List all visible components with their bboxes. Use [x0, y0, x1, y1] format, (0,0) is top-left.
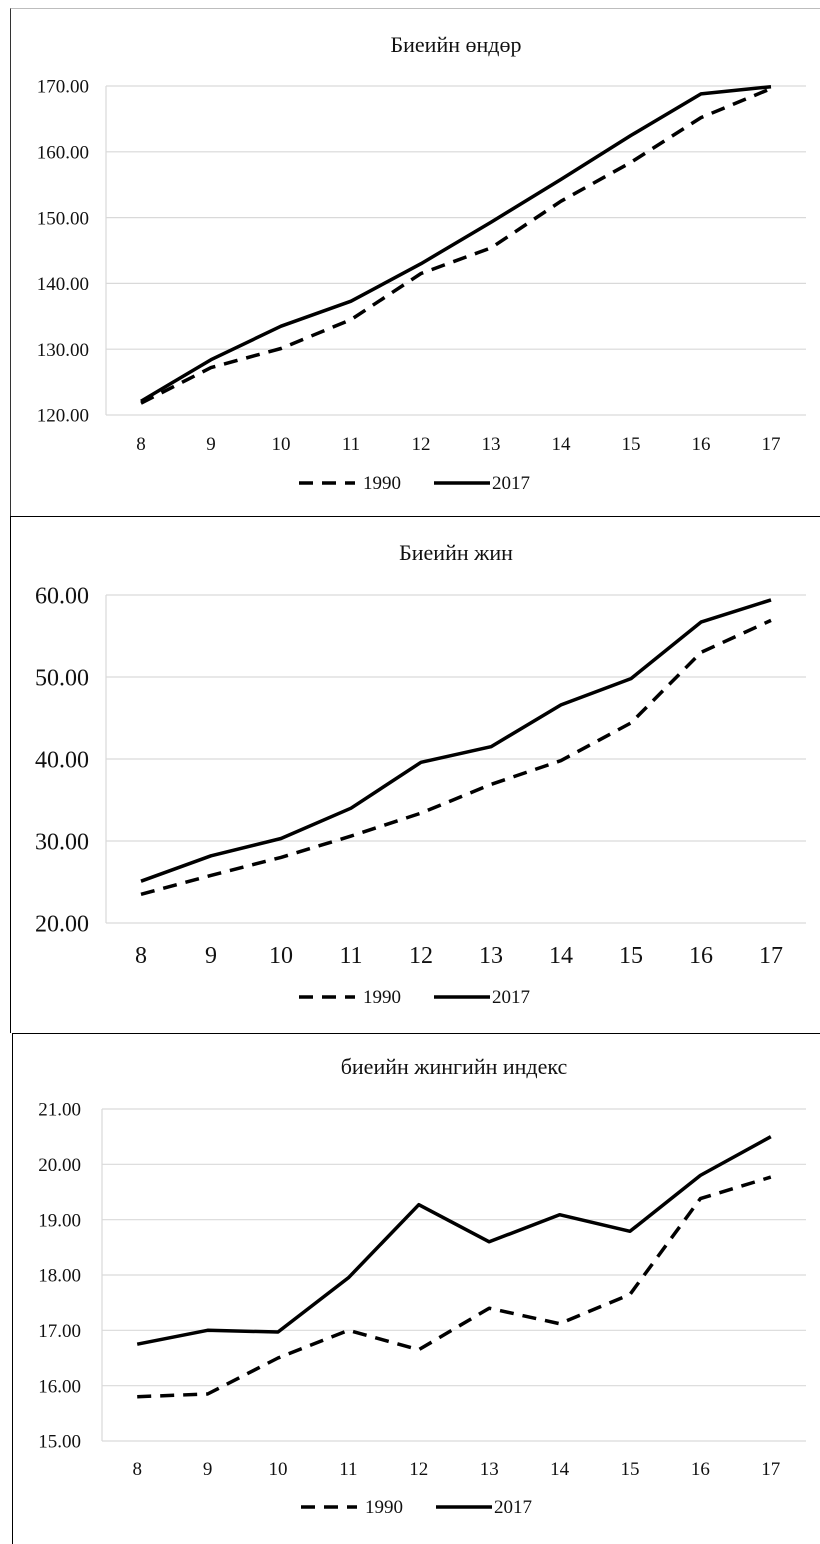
x-tick-label: 14 — [552, 434, 572, 455]
x-tick-label: 16 — [692, 434, 711, 455]
series-line-2017 — [140, 84, 772, 403]
x-tick-label: 9 — [203, 1459, 213, 1480]
y-tick-label: 18.00 — [38, 1266, 81, 1287]
y-tick-label: 120.00 — [37, 406, 89, 427]
x-tick-label: 10 — [272, 434, 291, 455]
x-tick-label: 9 — [206, 434, 216, 455]
x-tick-label: 15 — [621, 1459, 640, 1480]
chart-title: биеийн жингийн индекс — [341, 1054, 568, 1079]
y-tick-label: 170.00 — [37, 77, 89, 98]
y-tick-label: 130.00 — [37, 340, 89, 361]
chart-svg: Биеийн жин 20.00 30.00 40.00 50.00 60.00 8 9 10 1… — [35, 540, 806, 1008]
legend-label-1990: 1990 — [365, 1497, 403, 1518]
x-tick-label: 12 — [409, 943, 433, 969]
y-tick-label: 160.00 — [37, 142, 89, 163]
x-tick-label: 8 — [135, 943, 147, 969]
x-tick-label: 9 — [205, 943, 217, 969]
y-tick-label: 50.00 — [35, 665, 89, 691]
y-tick-label: 140.00 — [37, 274, 89, 295]
x-tick-label: 15 — [622, 434, 641, 455]
x-tick-label: 13 — [482, 434, 501, 455]
x-tick-label: 13 — [479, 943, 503, 969]
chart-title: Биеийн өндөр — [391, 32, 522, 57]
y-tick-label: 21.00 — [38, 1100, 81, 1121]
chart-svg: биеийн жингийн индекс 15.00 16.00 17.00 18.0… — [38, 1054, 806, 1518]
weight-chart-panel: Биеийн жин 20.00 30.00 40.00 50.00 60.00 8 9 10 1… — [10, 516, 820, 1033]
x-tick-label: 8 — [132, 1459, 142, 1480]
chart-title: Биеийн жин — [399, 540, 513, 565]
x-tick-label: 12 — [409, 1459, 428, 1480]
bmi-chart-panel: биеийн жингийн индекс 15.00 16.00 17.00 18.0… — [12, 1033, 820, 1544]
y-tick-label: 16.00 — [38, 1376, 81, 1397]
y-tick-label: 20.00 — [38, 1155, 81, 1176]
series-line-2017 — [136, 1135, 772, 1346]
x-tick-label: 10 — [269, 1459, 288, 1480]
x-tick-label: 16 — [689, 943, 713, 969]
series-line-1990 — [140, 86, 772, 405]
y-tick-label: 150.00 — [37, 208, 89, 229]
series-line-1990 — [137, 1175, 772, 1399]
x-tick-label: 15 — [619, 943, 643, 969]
x-tick-label: 8 — [136, 434, 146, 455]
legend-label-2017: 2017 — [494, 1497, 532, 1518]
x-tick-label: 11 — [342, 434, 360, 455]
x-tick-label: 10 — [269, 943, 293, 969]
legend-label-1990: 1990 — [363, 473, 401, 494]
legend-label-1990: 1990 — [363, 987, 401, 1008]
series-line-1990 — [140, 618, 772, 896]
x-tick-label: 14 — [550, 1459, 570, 1480]
y-tick-label: 20.00 — [35, 911, 89, 937]
x-tick-label: 16 — [691, 1459, 710, 1480]
x-tick-label: 17 — [761, 1459, 780, 1480]
x-tick-label: 11 — [339, 1459, 357, 1480]
x-tick-label: 17 — [759, 943, 783, 969]
x-tick-label: 12 — [412, 434, 431, 455]
y-tick-label: 17.00 — [38, 1321, 81, 1342]
y-tick-label: 19.00 — [38, 1210, 81, 1231]
chart-svg: Биеийн өндөр 120.00 130.00 140.00 150.00 160.… — [37, 32, 806, 494]
series-line-2017 — [140, 598, 772, 883]
y-tick-label: 30.00 — [35, 829, 89, 855]
y-tick-label: 40.00 — [35, 747, 89, 773]
x-tick-label: 17 — [762, 434, 781, 455]
x-tick-label: 13 — [480, 1459, 499, 1480]
legend-label-2017: 2017 — [492, 987, 530, 1008]
y-tick-label: 60.00 — [35, 583, 89, 609]
legend-label-2017: 2017 — [492, 473, 530, 494]
height-chart-panel: Биеийн өндөр 120.00 130.00 140.00 150.00 160.… — [10, 8, 820, 518]
y-tick-label: 15.00 — [38, 1432, 81, 1453]
x-tick-label: 11 — [339, 943, 362, 969]
x-tick-label: 14 — [549, 943, 573, 969]
